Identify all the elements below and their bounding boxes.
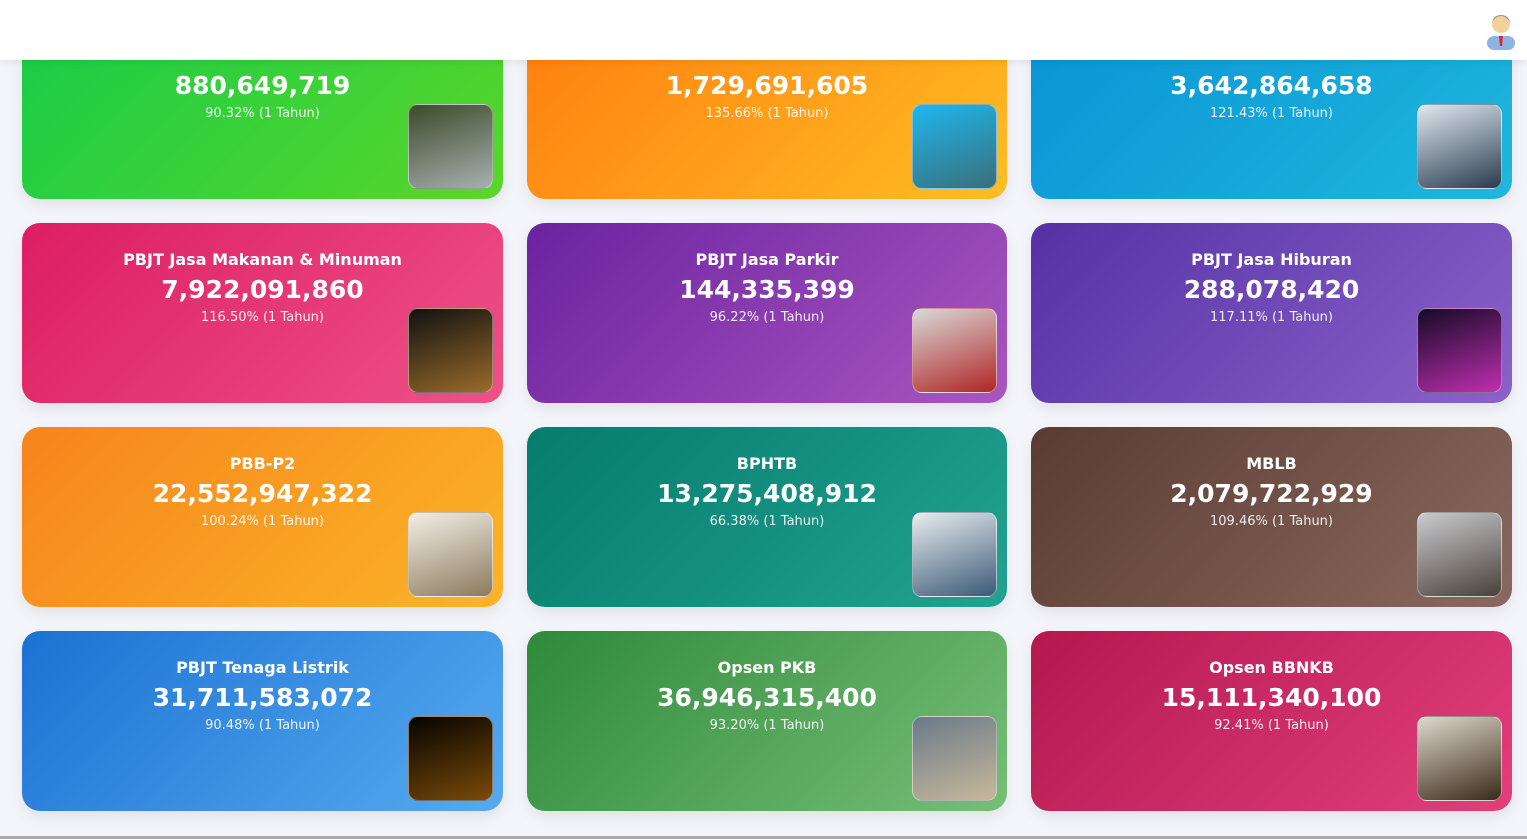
card-percent: 117.11% (1 Tahun)	[1210, 310, 1333, 325]
card-value: 36,946,315,400	[657, 683, 877, 712]
card-percent: 92.41% (1 Tahun)	[1214, 718, 1329, 733]
card-percent: 66.38% (1 Tahun)	[709, 514, 825, 529]
revenue-card[interactable]: BPHTB 13,275,408,912 66.38% (1 Tahun)	[527, 427, 1007, 607]
card-value: 2,079,722,929	[1170, 479, 1373, 508]
card-value: 13,275,408,912	[657, 479, 877, 508]
revenue-card[interactable]: PBJT Jasa Hiburan 288,078,420 117.11% (1…	[1031, 223, 1512, 403]
card-value: 3,642,864,658	[1170, 71, 1373, 100]
card-percent: 135.66% (1 Tahun)	[705, 106, 829, 121]
card-thumbnail-image	[408, 104, 493, 189]
card-title: BPHTB	[736, 454, 798, 473]
card-percent: 90.32% (1 Tahun)	[205, 106, 320, 121]
revenue-card[interactable]: Opsen PKB 36,946,315,400 93.20% (1 Tahun…	[527, 631, 1007, 811]
card-title: PBJT Jasa Parkir	[695, 250, 839, 269]
revenue-card-grid: 880,649,719 90.32% (1 Tahun) 1,729,691,6…	[22, 19, 1512, 811]
revenue-card[interactable]: Opsen BBNKB 15,111,340,100 92.41% (1 Tah…	[1031, 631, 1512, 811]
card-thumbnail-image	[912, 716, 997, 801]
card-thumbnail-image	[912, 104, 997, 189]
card-percent: 93.20% (1 Tahun)	[709, 718, 825, 733]
card-thumbnail-image	[1417, 716, 1502, 801]
card-percent: 121.43% (1 Tahun)	[1210, 106, 1333, 121]
bottom-divider	[0, 836, 1527, 839]
card-thumbnail-image	[1417, 104, 1502, 189]
card-value: 144,335,399	[679, 275, 855, 304]
card-value: 880,649,719	[174, 71, 351, 100]
card-value: 1,729,691,605	[665, 71, 869, 100]
top-header	[0, 0, 1527, 60]
revenue-card[interactable]: PBJT Tenaga Listrik 31,711,583,072 90.48…	[22, 631, 503, 811]
card-percent: 96.22% (1 Tahun)	[709, 310, 825, 325]
card-percent: 90.48% (1 Tahun)	[205, 718, 320, 733]
card-title: PBJT Jasa Makanan & Minuman	[123, 250, 402, 269]
user-avatar-icon[interactable]	[1483, 10, 1519, 50]
card-percent: 100.24% (1 Tahun)	[201, 514, 324, 529]
card-title: Opsen PKB	[717, 658, 817, 677]
card-value: 288,078,420	[1183, 275, 1360, 304]
card-percent: 116.50% (1 Tahun)	[201, 310, 324, 325]
revenue-card[interactable]: PBJT Jasa Parkir 144,335,399 96.22% (1 T…	[527, 223, 1007, 403]
card-value: 15,111,340,100	[1161, 683, 1382, 712]
card-value: 22,552,947,322	[152, 479, 373, 508]
card-title: MBLB	[1246, 454, 1297, 473]
revenue-card[interactable]: MBLB 2,079,722,929 109.46% (1 Tahun)	[1031, 427, 1512, 607]
card-thumbnail-image	[1417, 512, 1502, 597]
card-thumbnail-image	[408, 308, 493, 393]
card-title: PBJT Tenaga Listrik	[176, 658, 349, 677]
card-thumbnail-image	[408, 512, 493, 597]
card-thumbnail-image	[912, 512, 997, 597]
card-value: 7,922,091,860	[161, 275, 364, 304]
revenue-card[interactable]: PBJT Jasa Makanan & Minuman 7,922,091,86…	[22, 223, 503, 403]
card-title: Opsen BBNKB	[1209, 658, 1334, 677]
card-thumbnail-image	[912, 308, 997, 393]
card-title: PBJT Jasa Hiburan	[1191, 250, 1352, 269]
card-percent: 109.46% (1 Tahun)	[1210, 514, 1333, 529]
card-thumbnail-image	[1417, 308, 1502, 393]
revenue-card[interactable]: PBB-P2 22,552,947,322 100.24% (1 Tahun)	[22, 427, 503, 607]
card-title: PBB-P2	[229, 454, 296, 473]
card-thumbnail-image	[408, 716, 493, 801]
card-value: 31,711,583,072	[152, 683, 373, 712]
